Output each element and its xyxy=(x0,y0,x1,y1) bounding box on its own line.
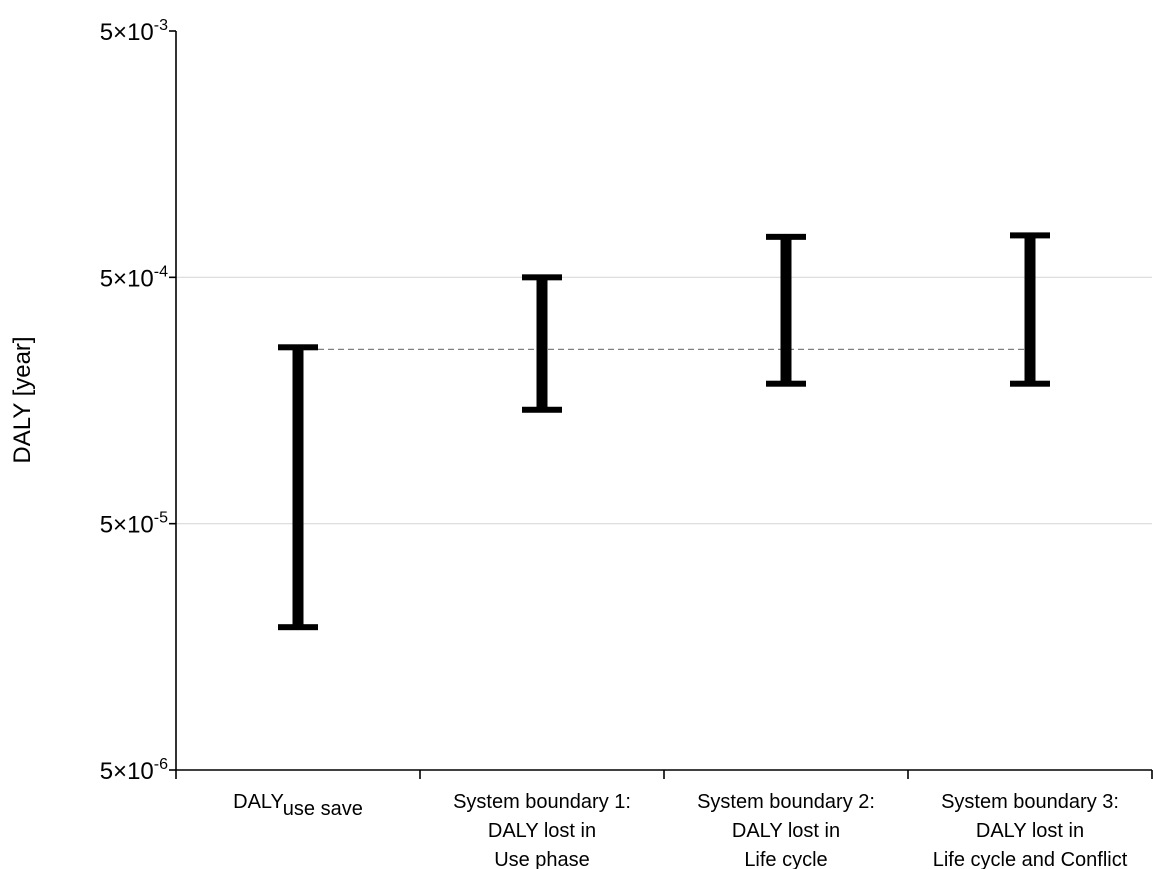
range-bars xyxy=(278,232,1050,631)
category-label-line: DALYuse save xyxy=(233,791,363,820)
x-category-labels: DALYuse save System boundary 1: DALY lost … xyxy=(233,791,1128,869)
range-bar-stem xyxy=(780,236,792,384)
y-tick-labels: 5×10-3 5×10-4 5×10-5 5×10-6 xyxy=(100,17,168,785)
axes xyxy=(169,30,1153,779)
grid-lines xyxy=(176,276,1152,525)
category-label: DALYuse save xyxy=(233,791,363,820)
range-bar-stem xyxy=(536,277,548,410)
range-bar-cap-low xyxy=(1010,380,1050,387)
category-label-line: Use phase xyxy=(494,849,590,869)
range-bar-cap-high xyxy=(1010,232,1050,239)
category-label-line: DALY lost in xyxy=(488,820,596,842)
y-tick-label: 5×10-4 xyxy=(100,263,168,292)
y-tick-label: 5×10-3 xyxy=(100,17,168,46)
category-label-line: DALY lost in xyxy=(976,820,1084,842)
range-bar-cap-high xyxy=(522,274,562,281)
category-label-line: System boundary 2: xyxy=(697,791,875,813)
range-bar-cap-high xyxy=(766,233,806,240)
category-label: System boundary 2: DALY lost in Life cycle xyxy=(697,791,875,869)
range-bar-cap-low xyxy=(278,624,318,631)
y-tick-label: 5×10-5 xyxy=(100,510,168,539)
category-label-line: Life cycle xyxy=(744,849,827,869)
range-bar-stem xyxy=(1024,235,1036,384)
range-bar-cap-low xyxy=(766,380,806,387)
category-label-line: System boundary 3: xyxy=(941,791,1119,813)
category-label-line: System boundary 1: xyxy=(453,791,631,813)
category-label-line: DALY lost in xyxy=(732,820,840,842)
category-label: System boundary 3: DALY lost in Life cycle… xyxy=(933,791,1128,869)
range-bar-cap-low xyxy=(522,406,562,413)
category-label: System boundary 1: DALY lost in Use phase xyxy=(453,791,631,869)
range-bar-cap-high xyxy=(278,344,318,351)
category-label-line: Life cycle and Conflict xyxy=(933,849,1128,869)
y-axis-title: DALY [year] xyxy=(9,336,36,463)
y-tick-label: 5×10-6 xyxy=(100,756,168,785)
range-bar-stem xyxy=(292,347,304,628)
